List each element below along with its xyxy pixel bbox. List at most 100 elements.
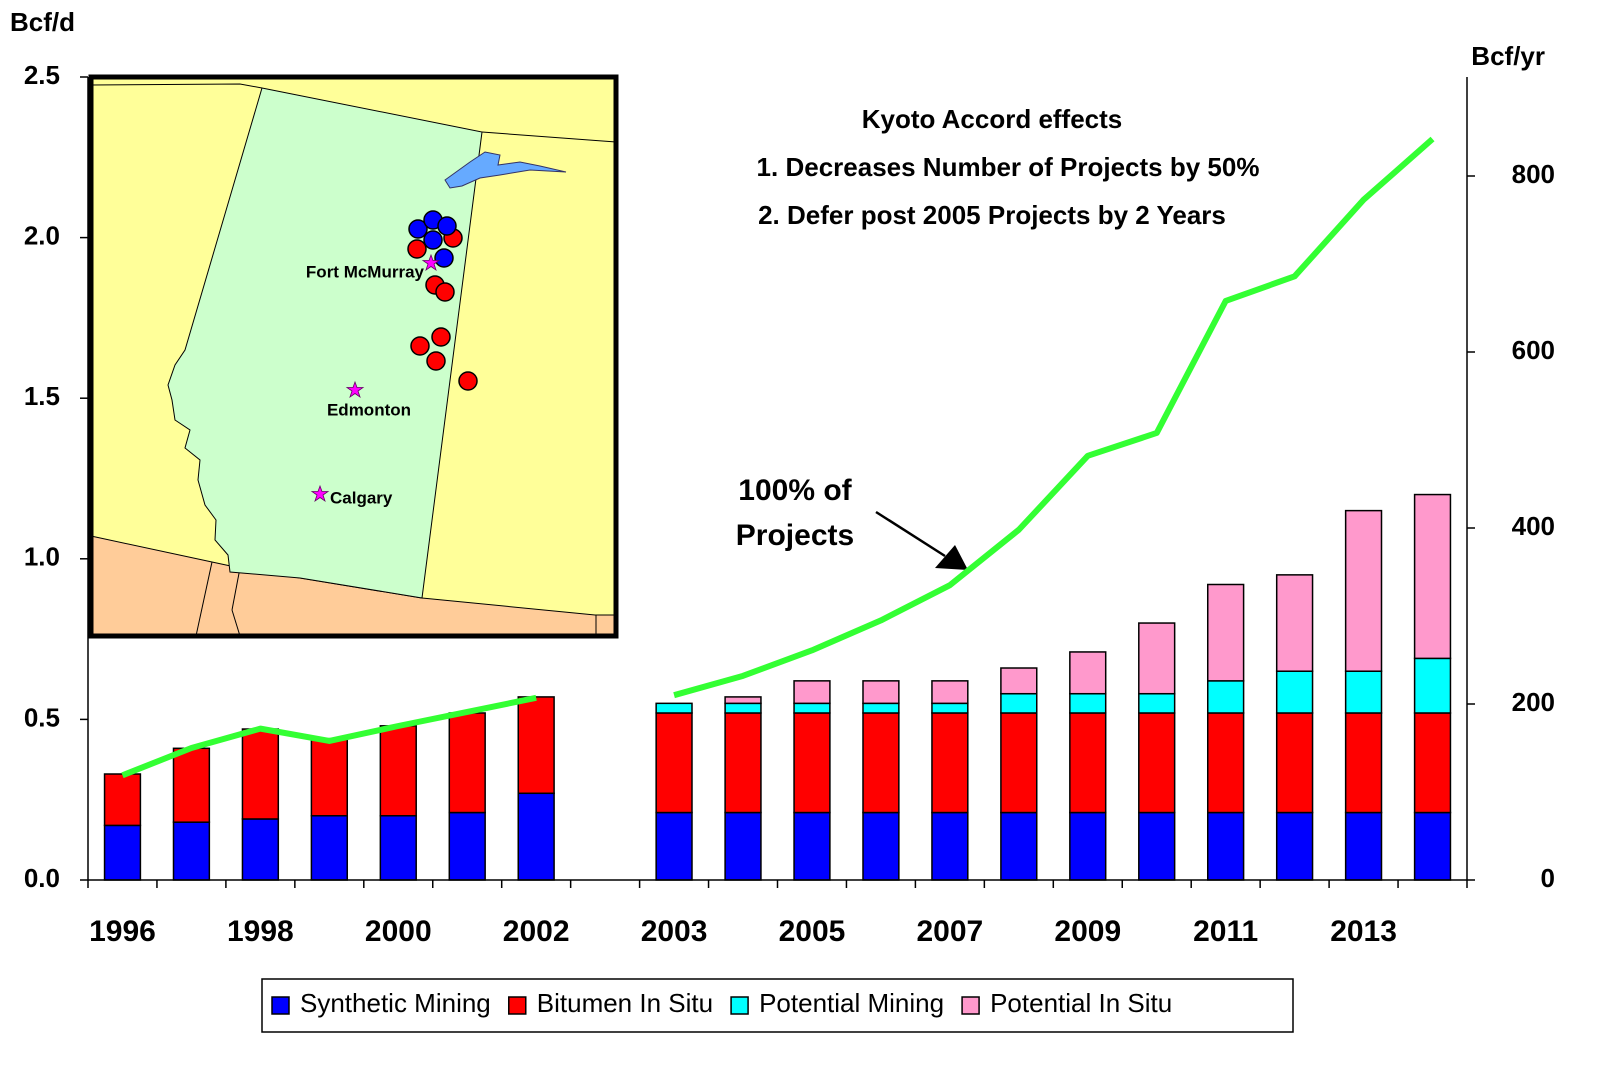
bar-segment xyxy=(1206,680,1245,714)
bar-segment xyxy=(724,811,762,881)
annotation: 2. Defer post 2005 Projects by 2 Years xyxy=(758,200,1226,230)
x-tick-label: 2005 xyxy=(779,915,846,948)
y-tick-label: 0.5 xyxy=(24,702,60,732)
bar-segment xyxy=(1206,712,1245,814)
y2-axis-label: Bcf/yr xyxy=(1471,41,1545,71)
y-tick-label: 1.5 xyxy=(24,381,60,411)
bar-segment xyxy=(1000,811,1038,881)
bar-segment xyxy=(1069,811,1107,881)
bar-segment xyxy=(103,773,142,827)
bar-segment xyxy=(1275,811,1314,881)
bar-segment xyxy=(310,737,349,817)
bar-segment xyxy=(1138,712,1176,814)
bar-segment xyxy=(1069,651,1107,695)
legend-label: Potential In Situ xyxy=(990,988,1172,1018)
bar-segment xyxy=(1344,712,1383,814)
bar-segment xyxy=(655,811,693,881)
legend-label: Potential Mining xyxy=(759,988,944,1018)
x-tick-label: 2002 xyxy=(503,915,570,948)
bar-segment xyxy=(655,712,693,814)
bar-segment xyxy=(1000,712,1038,814)
bar-segment xyxy=(931,712,969,814)
bar-segment xyxy=(793,712,831,814)
bar-segment xyxy=(655,702,693,714)
bar-segment xyxy=(172,747,211,823)
bar-segment xyxy=(448,811,486,881)
legend-swatch xyxy=(271,996,290,1015)
x-tick-label: 1998 xyxy=(227,915,294,948)
y2-tick-label: 600 xyxy=(1512,335,1555,365)
x-tick-label: 2009 xyxy=(1054,915,1121,948)
bar-segment xyxy=(1000,667,1038,695)
bar-segment xyxy=(379,725,417,817)
bar-segment xyxy=(1344,509,1383,672)
y2-tick-label: 800 xyxy=(1512,159,1555,189)
bar-segment xyxy=(1344,670,1383,714)
map-label: Edmonton xyxy=(327,400,411,419)
bar-segment xyxy=(241,818,280,881)
bar-segment xyxy=(1069,692,1107,714)
bar-segment xyxy=(931,680,969,705)
map-label: Fort McMurray xyxy=(306,262,425,281)
legend-swatch xyxy=(508,996,527,1015)
annotation: 1. Decreases Number of Projects by 50% xyxy=(757,152,1260,182)
bar-segment xyxy=(793,811,831,881)
bar-segment xyxy=(1275,574,1314,672)
bar-segment xyxy=(517,696,555,795)
bar-segment xyxy=(1206,811,1245,881)
bar-segment xyxy=(1413,811,1452,881)
y2-tick-label: 0 xyxy=(1541,863,1555,893)
bar-segment xyxy=(241,728,280,820)
bar-segment xyxy=(1413,657,1452,714)
bar-segment xyxy=(1138,622,1176,695)
bar-segment xyxy=(517,792,555,881)
bar-segment xyxy=(1000,692,1038,714)
bar-segment xyxy=(793,680,831,705)
bar-segment xyxy=(862,712,900,814)
bar-segment xyxy=(724,702,762,714)
y-tick-label: 1.0 xyxy=(24,542,60,572)
project-dots xyxy=(407,210,478,391)
x-tick-label: 2007 xyxy=(917,915,984,948)
legend xyxy=(261,978,1294,1033)
map-label: Calgary xyxy=(330,488,393,507)
x-tick-label: 2003 xyxy=(641,915,708,948)
arrow xyxy=(875,510,946,558)
bar-segment xyxy=(1206,583,1245,682)
bar-segment xyxy=(1275,712,1314,814)
y2-tick-label: 200 xyxy=(1512,687,1555,717)
y-axis-label: Bcf/d xyxy=(10,7,75,37)
bar-segment xyxy=(862,680,900,705)
bar-segment xyxy=(1138,811,1176,881)
bar-segment xyxy=(1275,670,1314,714)
map-inset: Fort McMurray Edmonton Calgary xyxy=(88,74,619,639)
y-tick-label: 2.0 xyxy=(24,220,60,250)
bar-segment xyxy=(1069,712,1107,814)
bar-segment xyxy=(103,824,142,881)
x-tick-label: 1996 xyxy=(89,915,156,948)
line-series xyxy=(121,136,1435,779)
legend-label: Synthetic Mining xyxy=(300,988,491,1018)
bar-segment xyxy=(724,696,762,705)
y-tick-label: 0.0 xyxy=(24,863,60,893)
bar-segment xyxy=(931,811,969,881)
bar-segment xyxy=(310,815,349,881)
bar-segment xyxy=(1138,692,1176,714)
annotation: Kyoto Accord effects xyxy=(862,104,1123,134)
arrow-head xyxy=(935,545,968,570)
bar-segment xyxy=(1344,811,1383,881)
bar-segment xyxy=(1413,493,1452,660)
x-tick-label: 2000 xyxy=(365,915,432,948)
city-stars xyxy=(310,253,441,503)
bar-segment xyxy=(862,811,900,881)
bar-segment xyxy=(724,712,762,814)
y2-tick-label: 400 xyxy=(1512,511,1555,541)
bar-segment xyxy=(793,702,831,714)
legend-label: Bitumen In Situ xyxy=(537,988,713,1018)
annotation: 100% of xyxy=(738,474,852,507)
bar-segment xyxy=(862,702,900,714)
legend-swatch xyxy=(961,996,980,1015)
bar-segment xyxy=(448,712,486,814)
bar-segment xyxy=(931,702,969,714)
y-tick-label: 2.5 xyxy=(24,60,60,90)
